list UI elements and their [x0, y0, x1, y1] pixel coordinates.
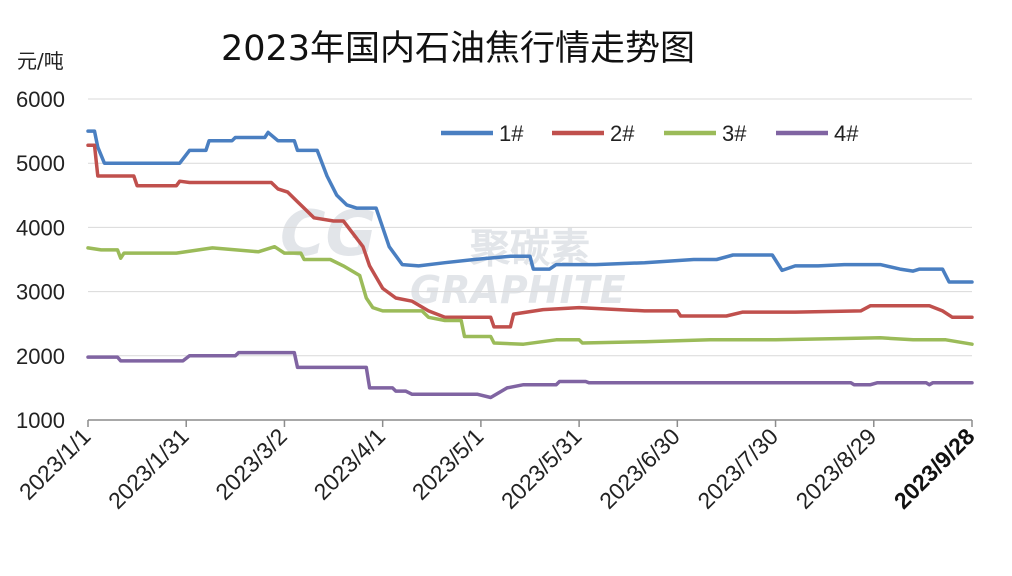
y-tick-label: 6000: [16, 87, 65, 112]
legend-label-1: 1#: [499, 121, 524, 146]
x-tick-label: 2023/7/30: [692, 423, 783, 514]
chart-title: 2023年国内石油焦行情走势图: [221, 29, 695, 69]
x-tick-label: 2023/1/1: [14, 423, 96, 505]
series-lines: [86, 129, 974, 400]
x-tick-label: 2023/4/1: [309, 423, 391, 505]
legend: 1# 2# 3# 4#: [441, 121, 859, 146]
y-axis-unit: 元/吨: [17, 49, 64, 73]
y-tick-label: 5000: [16, 151, 65, 176]
series-line-4: [86, 350, 974, 400]
watermark-text: GRAPHITE: [410, 268, 626, 312]
x-tick-label: 2023/5/1: [407, 423, 489, 505]
x-tick-label: 2023/3/2: [210, 423, 292, 505]
x-tick-label: 2023/5/31: [496, 423, 587, 514]
watermark-logo: CG 聚碳素 GRAPHITE: [280, 197, 626, 312]
x-axis: [87, 419, 973, 427]
y-tick-label: 1000: [16, 408, 65, 433]
legend-label-4: 4#: [834, 121, 859, 146]
y-axis-ticks: 1000 2000 3000 4000 5000 6000: [16, 87, 65, 433]
x-tick-label: 2023/8/29: [791, 423, 882, 514]
y-tick-label: 2000: [16, 344, 65, 369]
x-tick-label: 2023/6/30: [594, 423, 685, 514]
y-tick-label: 4000: [16, 215, 65, 240]
x-tick-label: 2023/1/31: [103, 423, 194, 514]
series-line-2: [86, 143, 974, 329]
x-tick-label: 2023/9/28: [889, 423, 980, 514]
series-line-1: [86, 129, 974, 284]
legend-label-2: 2#: [610, 121, 635, 146]
legend-label-3: 3#: [722, 121, 747, 146]
y-tick-label: 3000: [16, 280, 65, 305]
series-line-3: [86, 244, 974, 346]
x-axis-ticks: 2023/1/1 2023/1/31 2023/3/2 2023/4/1 2023/5/…: [14, 423, 980, 514]
